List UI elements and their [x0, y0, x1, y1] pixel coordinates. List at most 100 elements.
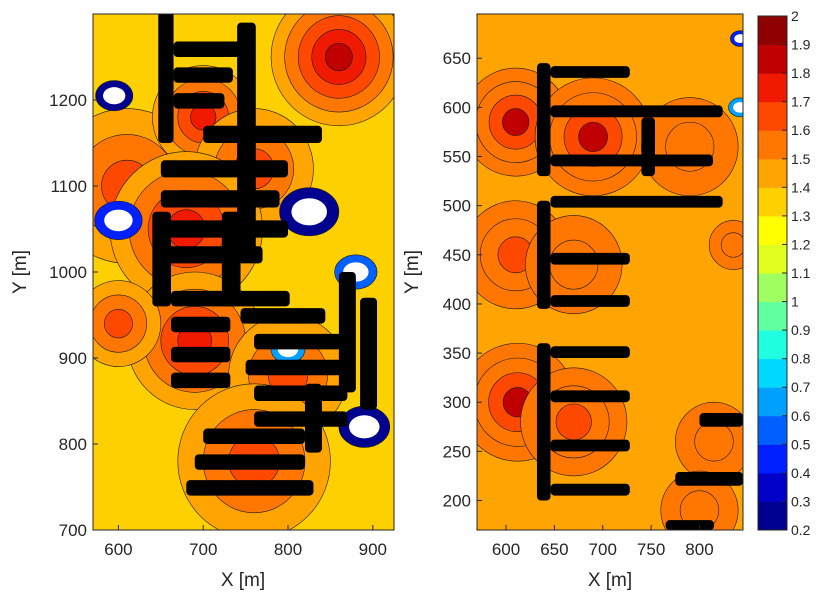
colorbar-tick-label-7: 1.3: [791, 208, 811, 224]
right-y-tick-label-1: 250: [443, 442, 471, 461]
right-building-7: [550, 195, 723, 208]
colorbar-swatch-11: [758, 187, 787, 217]
left-building-4: [173, 93, 225, 109]
right-y-tick-label-7: 550: [443, 148, 471, 167]
colorbar-tick-label-8: 1.2: [791, 236, 811, 252]
left-x-axis-label: X [m]: [221, 570, 265, 591]
colorbar-swatch-17: [758, 16, 787, 46]
right-low-zone-core-0: [734, 34, 743, 43]
left-x-tick-label-3: 900: [359, 540, 387, 559]
right-x-tick-label-0: 600: [492, 540, 520, 559]
colorbar-swatch-5: [758, 358, 787, 388]
left-x-ticks: 600 700 800 900: [104, 525, 387, 559]
colorbar-swatch-15: [758, 73, 787, 103]
colorbar-swatch-7: [758, 301, 787, 331]
colorbar-swatch-8: [758, 273, 787, 303]
colorbar-tick-label-13: 0.7: [791, 379, 811, 395]
right-heatmap-field: [477, 14, 743, 530]
left-building-26: [304, 383, 322, 453]
right-y-tick-label-6: 500: [443, 197, 471, 216]
right-y-tick-label-3: 350: [443, 344, 471, 363]
colorbar-tick-label-15: 0.5: [791, 436, 811, 452]
colorbar-swatches: [758, 16, 787, 531]
right-building-13: [550, 483, 630, 496]
left-hot-zone-8-band-2: [104, 308, 133, 339]
left-plot: 600 700 800 900 700 800 900 1000 1100 1200 X [m]…: [10, 13, 395, 591]
left-building-6: [160, 160, 289, 178]
left-building-16: [240, 308, 326, 324]
colorbar-swatch-12: [758, 158, 787, 188]
left-y-tick-label-5: 1200: [49, 91, 87, 110]
colorbar-tick-label-0: 2: [791, 8, 799, 24]
left-x-tick-label-1: 700: [189, 540, 217, 559]
colorbar-swatch-2: [758, 444, 787, 474]
right-y-tick-label-5: 450: [443, 246, 471, 265]
left-building-5: [203, 125, 322, 143]
right-building-0: [536, 63, 551, 177]
right-building-10: [550, 346, 630, 358]
left-x-tick-label-2: 800: [274, 540, 302, 559]
colorbar-swatch-16: [758, 44, 787, 74]
colorbar-tick-label-12: 0.8: [791, 351, 811, 367]
left-building-9: [160, 246, 263, 264]
right-hot-zone-3-band-3: [578, 121, 608, 152]
left-heatmap-field: [93, 14, 394, 530]
right-y-tick-label-4: 400: [443, 295, 471, 314]
colorbar-swatch-0: [758, 501, 787, 531]
colorbar-swatch-6: [758, 330, 787, 360]
left-y-tick-label-0: 700: [59, 521, 87, 540]
colorbar-tick-label-2: 1.8: [791, 65, 811, 81]
colorbar-tick-label-10: 1: [791, 294, 799, 310]
left-y-tick-label-1: 800: [59, 435, 87, 454]
colorbar-tick-label-18: 0.2: [791, 522, 811, 538]
right-building-4: [550, 66, 630, 78]
colorbar: 2 1.9 1.8 1.7 1.6 1.5 1.4 1.3 1.2 1.1 1 0.9 0.8 0.7 0.…: [757, 8, 811, 538]
colorbar-swatch-13: [758, 130, 787, 160]
left-y-tick-label-2: 900: [59, 349, 87, 368]
left-building-19: [254, 385, 348, 401]
left-x-tick-label-0: 600: [104, 540, 132, 559]
left-building-7: [160, 190, 280, 208]
left-building-24: [194, 454, 305, 470]
left-y-axis-label: Y [m]: [10, 250, 31, 294]
right-building-14: [699, 413, 743, 427]
left-low-zone-core-2: [104, 209, 133, 232]
right-x-axis-label: X [m]: [588, 570, 632, 591]
right-hot-zone-9-band-1: [720, 232, 743, 258]
colorbar-tick-label-3: 1.7: [791, 94, 811, 110]
left-low-zone-core-5: [349, 415, 380, 439]
right-building-8: [550, 252, 630, 265]
right-building-5: [550, 105, 723, 118]
left-building-20: [254, 411, 348, 427]
right-x-ticks: 600 650 700 750 800: [492, 525, 714, 559]
right-hot-zone-0-band-3: [502, 108, 530, 136]
right-building-3: [536, 343, 551, 501]
left-building-10: [152, 211, 172, 307]
colorbar-tick-label-4: 1.6: [791, 122, 811, 138]
right-building-15: [675, 472, 743, 486]
colorbar-swatch-10: [758, 215, 787, 245]
right-hot-zone-5-band-2: [555, 403, 592, 441]
left-building-22: [360, 297, 378, 410]
left-hot-zone-6-band-4: [325, 42, 353, 72]
left-y-tick-label-3: 1000: [49, 263, 87, 282]
left-low-zone-core-1: [291, 198, 328, 226]
right-plot-frame: [476, 13, 744, 531]
left-building-21: [338, 272, 356, 393]
left-building-3: [173, 67, 233, 83]
right-y-tick-label-0: 200: [443, 492, 471, 511]
right-x-tick-label-2: 700: [589, 540, 617, 559]
right-y-tick-label-2: 300: [443, 393, 471, 412]
colorbar-ticks: 2 1.9 1.8 1.7 1.6 1.5 1.4 1.3 1.2 1.1 1 0.9 0.8 0.7 0.…: [782, 8, 811, 538]
right-y-ticks: 200 250 300 350 400 450 500 550 600 650: [443, 49, 482, 511]
colorbar-swatch-1: [758, 472, 787, 502]
colorbar-tick-label-1: 1.9: [791, 37, 811, 53]
left-y-ticks: 700 800 900 1000 1100 1200: [49, 91, 98, 540]
right-building-11: [550, 390, 630, 403]
right-building-2: [536, 200, 551, 309]
right-x-tick-label-1: 650: [540, 540, 568, 559]
left-building-23: [203, 428, 305, 444]
right-hot-zone-7-band-1: [694, 421, 734, 462]
colorbar-tick-label-6: 1.4: [791, 179, 811, 195]
right-hot-zone-8-band-1: [679, 490, 720, 530]
